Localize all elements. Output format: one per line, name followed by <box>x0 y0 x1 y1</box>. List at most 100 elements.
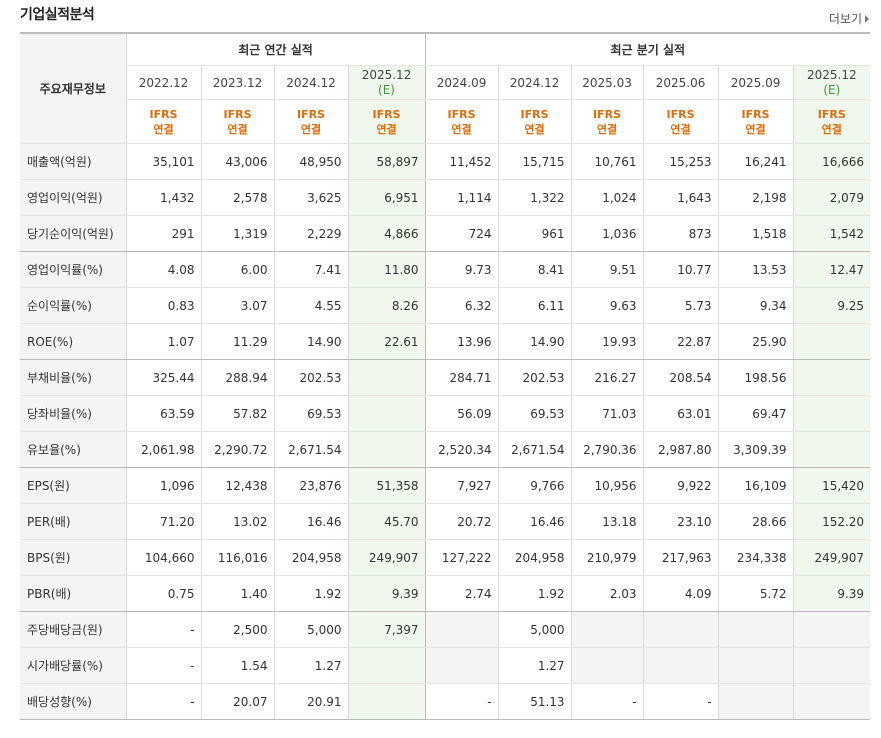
table-cell: 12,438 <box>200 467 274 504</box>
table-cell: 1,024 <box>570 179 644 216</box>
ifrs-label: IFRS <box>223 107 252 121</box>
consolidated-label: 연결 <box>451 122 472 136</box>
table-cell: 23,876 <box>273 467 348 504</box>
table-cell: 873 <box>642 215 719 252</box>
table-cell: 202.53 <box>273 359 348 396</box>
table-row: 당기순이익(억원) 291 1,319 2,229 4,866 724 961 1,036 87… <box>20 215 871 252</box>
table-cell: 5,000 <box>273 611 348 648</box>
table-cell: 10,761 <box>570 143 644 180</box>
table-cell: 10,956 <box>570 467 644 504</box>
more-label: 더보기 <box>828 12 862 26</box>
more-link[interactable]: 더보기 <box>829 10 869 27</box>
consolidated-label: 연결 <box>670 122 691 136</box>
period-label: 2025.09 <box>730 75 781 90</box>
period-header: 2025.12 (E) <box>792 65 871 100</box>
annual-header: 최근 연간 실적 <box>125 32 426 66</box>
table-cell: 15,715 <box>497 143 572 180</box>
table-cell: 6.11 <box>497 287 572 324</box>
table-row: 매출액(억원) 35,101 43,006 48,950 58,897 11,452 15,… <box>20 143 871 180</box>
table-cell: 325.44 <box>125 359 201 396</box>
table-cell: 56.09 <box>424 395 499 432</box>
row-label: 유보율(%) <box>20 431 126 468</box>
table-cell <box>347 359 426 396</box>
table-cell <box>792 323 871 360</box>
row-label: 매출액(억원) <box>20 143 126 180</box>
table-cell <box>717 611 794 648</box>
period-header: 2025.12 (E) <box>347 65 426 100</box>
ifrs-label: IFRS <box>593 107 622 121</box>
table-cell: 116,016 <box>200 539 274 576</box>
table-cell: 8.41 <box>497 251 572 288</box>
table-cell: 2,079 <box>792 179 871 216</box>
table-cell: 0.83 <box>125 287 201 324</box>
table-cell: 1,319 <box>200 215 274 252</box>
table-cell <box>792 683 871 720</box>
table-cell: 202.53 <box>497 359 572 396</box>
period-label: 2025.12 <box>361 67 412 82</box>
table-cell: 69.53 <box>497 395 572 432</box>
row-label: 부채비율(%) <box>20 359 126 396</box>
table-cell: 724 <box>424 215 499 252</box>
table-cell: 2,671.54 <box>273 431 348 468</box>
table-cell: 7.41 <box>273 251 348 288</box>
table-cell: 6.00 <box>200 251 274 288</box>
table-cell: 2.03 <box>570 575 644 612</box>
table-cell: 204,958 <box>273 539 348 576</box>
table-row: 배당성향(%) -20.07 20.91-51.13- - <box>20 683 871 720</box>
ifrs-label: IFRS <box>520 107 549 121</box>
table-cell: 1.40 <box>200 575 274 612</box>
row-label: 순이익률(%) <box>20 287 126 324</box>
table-cell: 9.73 <box>424 251 499 288</box>
table-cell: 71.03 <box>570 395 644 432</box>
table-cell: 2,500 <box>200 611 274 648</box>
table-cell: 2,290.72 <box>200 431 274 468</box>
table-cell: 2,061.98 <box>125 431 201 468</box>
table-cell: 15,420 <box>792 467 871 504</box>
table-cell: 16,666 <box>792 143 871 180</box>
table-cell: 1,518 <box>717 215 794 252</box>
table-cell: 208.54 <box>642 359 719 396</box>
table-cell: 5,000 <box>497 611 572 648</box>
consolidated-label: 연결 <box>821 122 842 136</box>
table-cell: 7,927 <box>424 467 499 504</box>
table-cell <box>570 611 644 648</box>
table-cell: 1.54 <box>200 647 274 684</box>
table-cell: 14.90 <box>273 323 348 360</box>
table-cell: 104,660 <box>125 539 201 576</box>
table-cell: 1.27 <box>497 647 572 684</box>
table-cell <box>792 611 871 648</box>
estimate-label: (E) <box>823 82 841 97</box>
table-cell: 210,979 <box>570 539 644 576</box>
table-cell: 63.01 <box>642 395 719 432</box>
table-cell: 6.32 <box>424 287 499 324</box>
period-header: 2025.09 <box>717 65 794 100</box>
table-cell: 57.82 <box>200 395 274 432</box>
ifrs-header: IFRS 연결 <box>273 99 348 144</box>
table-cell: 3,309.39 <box>717 431 794 468</box>
table-cell: 5.73 <box>642 287 719 324</box>
table-cell: 249,907 <box>792 539 871 576</box>
table-cell: 13.18 <box>570 503 644 540</box>
row-label: 시가배당률(%) <box>20 647 126 684</box>
table-cell: 4,866 <box>347 215 426 252</box>
row-label: 영업이익률(%) <box>20 251 126 288</box>
table-cell: 16.46 <box>273 503 348 540</box>
table-cell: 216.27 <box>570 359 644 396</box>
table-row: 영업이익률(%) 4.08 6.00 7.41 11.80 9.73 8.41 9.51 10.… <box>20 251 871 288</box>
row-label: 주당배당금(원) <box>20 611 126 648</box>
table-cell: 2.74 <box>424 575 499 612</box>
table-cell <box>792 395 871 432</box>
table-cell: 16,241 <box>717 143 794 180</box>
consolidated-label: 연결 <box>153 122 174 136</box>
period-header: 2024.12 <box>497 65 572 100</box>
table-cell: 13.53 <box>717 251 794 288</box>
table-row: 유보율(%) 2,061.98 2,290.72 2,671.54 2,520.34 2,… <box>20 431 871 468</box>
ifrs-label: IFRS <box>666 107 695 121</box>
table-cell: 152.20 <box>792 503 871 540</box>
table-cell: 961 <box>497 215 572 252</box>
table-cell: 14.90 <box>497 323 572 360</box>
period-label: 2023.12 <box>212 75 263 90</box>
table-cell: 58,897 <box>347 143 426 180</box>
table-cell: 13.02 <box>200 503 274 540</box>
table-cell: 10.77 <box>642 251 719 288</box>
